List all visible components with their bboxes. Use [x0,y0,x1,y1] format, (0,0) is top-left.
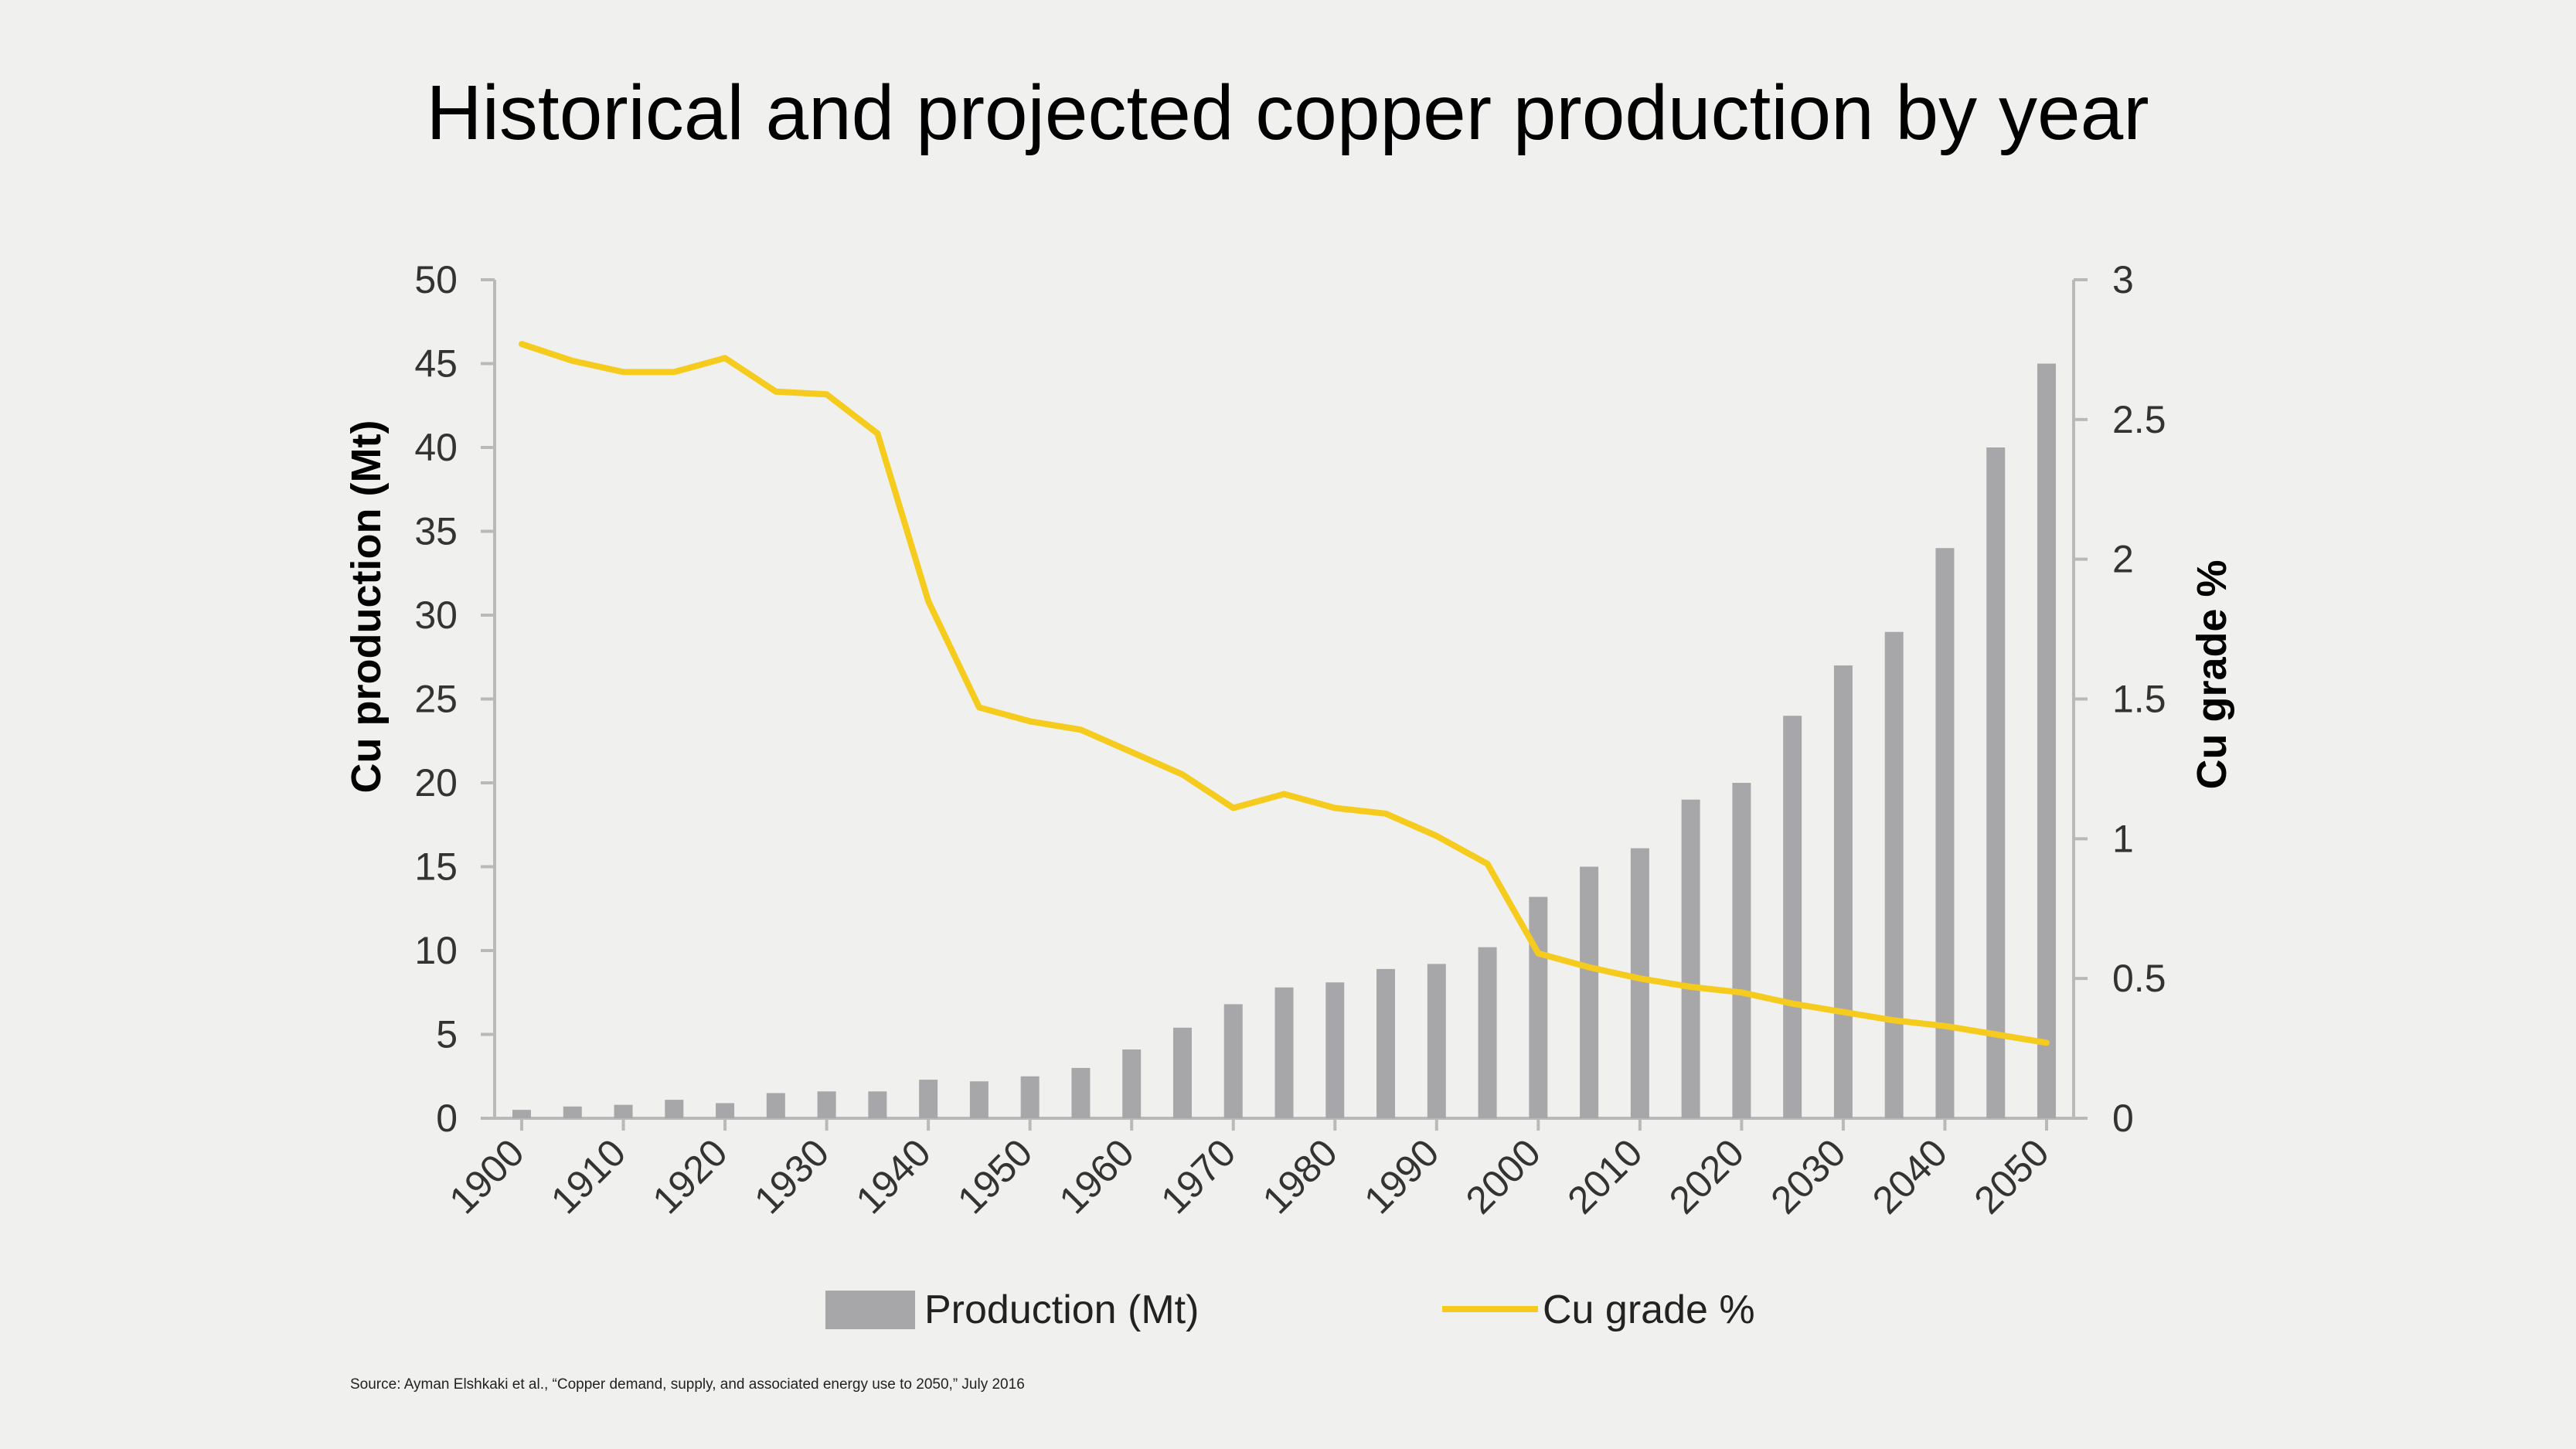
production-bar [1630,848,1649,1118]
production-bar [1783,716,1802,1118]
production-bar [614,1104,633,1118]
production-bars [512,363,2056,1118]
left-tick-label: 20 [414,761,458,804]
production-bar [1732,783,1751,1118]
left-tick-label: 35 [414,510,458,553]
production-bar [919,1080,938,1118]
x-tick-label: 1950 [949,1131,1040,1222]
production-bar [512,1110,531,1118]
production-bar [1325,982,1345,1118]
cu-grade-point [1029,720,1031,722]
production-bar [1274,987,1294,1118]
cu-grade-point [572,360,573,362]
production-bar [716,1103,735,1118]
cu-grade-point [927,600,929,602]
right-axis: 0 0.5 1 1.5 2 2.5 3 [2072,258,2166,1140]
production-bar [1172,1027,1192,1118]
production-bar [1478,947,1497,1118]
left-tick-label: 0 [436,1097,458,1140]
cu-grade-point [1588,967,1590,968]
x-tick-label: 1990 [1356,1131,1447,1222]
x-tick-label: 1930 [746,1131,837,1222]
x-axis: 1900 1910 1920 1930 1940 1950 1960 1970 1980 1990… [441,1117,2074,1222]
production-bar [1020,1076,1040,1118]
production-bar [817,1091,836,1118]
left-axis-title: Cu production (Mt) [343,420,390,794]
production-bar [1376,968,1396,1118]
x-tick-label: 1900 [441,1131,533,1222]
cu-grade-point [1131,751,1132,753]
production-bar [1529,896,1548,1118]
right-tick-label: 2 [2112,538,2134,581]
production-bar [665,1100,684,1118]
production-bar [1122,1049,1142,1118]
cu-grade-point [1487,863,1489,865]
left-tick-label: 40 [414,426,458,469]
production-bar [2037,363,2056,1118]
production-bar [1833,665,1853,1118]
x-tick-label: 1980 [1254,1131,1346,1222]
production-bar [766,1093,785,1118]
cu-grade-point [724,357,726,359]
right-tick-label: 0.5 [2112,957,2166,1000]
cu-grade-line [519,341,2050,1046]
left-tick-label: 15 [414,845,458,889]
production-bar [1580,866,1599,1118]
x-tick-label: 1920 [645,1131,736,1222]
left-tick-label: 5 [436,1013,458,1056]
x-tick-label: 1970 [1152,1131,1244,1222]
x-tick-label: 2050 [1966,1131,2057,1222]
legend-label-production: Production (Mt) [924,1287,1199,1332]
cu-grade-point [1639,978,1641,979]
x-tick-label: 2000 [1458,1131,1549,1222]
x-tick-label: 2040 [1864,1131,1955,1222]
production-bar [969,1081,989,1118]
left-tick-label: 10 [414,929,458,972]
chart-title: Historical and projected copper producti… [426,70,2149,156]
left-tick-label: 30 [414,594,458,637]
cu-grade-point [826,393,828,395]
left-tick-label: 50 [414,258,458,301]
legend: Production (Mt) Cu grade % [825,1287,1755,1332]
production-bar [868,1091,887,1118]
legend-label-grade: Cu grade % [1543,1287,1755,1332]
x-tick-label: 2020 [1661,1131,1752,1222]
right-tick-label: 2.5 [2112,398,2166,441]
x-tick-label: 2030 [1762,1131,1853,1222]
right-tick-label: 1.5 [2112,678,2166,721]
x-tick-label: 2010 [1559,1131,1650,1222]
production-bar [1223,1004,1243,1118]
left-tick-label: 25 [414,678,458,721]
production-bar [1884,631,1904,1118]
left-tick-label: 45 [414,342,458,386]
production-bar [563,1106,582,1118]
cu-grade-point [1537,953,1539,954]
x-tick-label: 1940 [848,1131,939,1222]
cu-grade-point [1436,835,1438,837]
cu-grade-point [775,391,777,393]
production-bar [1071,1067,1091,1118]
cu-grade-point [1690,986,1692,988]
production-bar [1681,799,1700,1118]
right-tick-label: 3 [2112,258,2134,301]
grade-line-layer [519,341,2050,1046]
right-tick-label: 0 [2112,1097,2134,1140]
cu-grade-point [876,433,878,434]
cu-grade-point [1741,992,1742,993]
source-note: Source: Ayman Elshkaki et al., “Copper d… [350,1376,1025,1393]
cu-grade-point [1385,813,1387,815]
production-bar [1427,964,1446,1118]
right-axis-title: Cu grade % [2189,560,2235,789]
cu-grade-point [1792,1003,1793,1005]
legend-swatch-production [825,1291,915,1329]
production-bar [1935,548,1955,1118]
production-bar [1986,447,2006,1118]
cu-grade-point [1182,774,1183,775]
x-tick-label: 1910 [543,1131,634,1222]
left-axis: 0 5 10 15 20 25 30 35 40 45 50 [414,258,496,1140]
right-tick-label: 1 [2112,817,2134,860]
cu-grade-point [978,706,980,708]
x-tick-label: 1960 [1051,1131,1142,1222]
